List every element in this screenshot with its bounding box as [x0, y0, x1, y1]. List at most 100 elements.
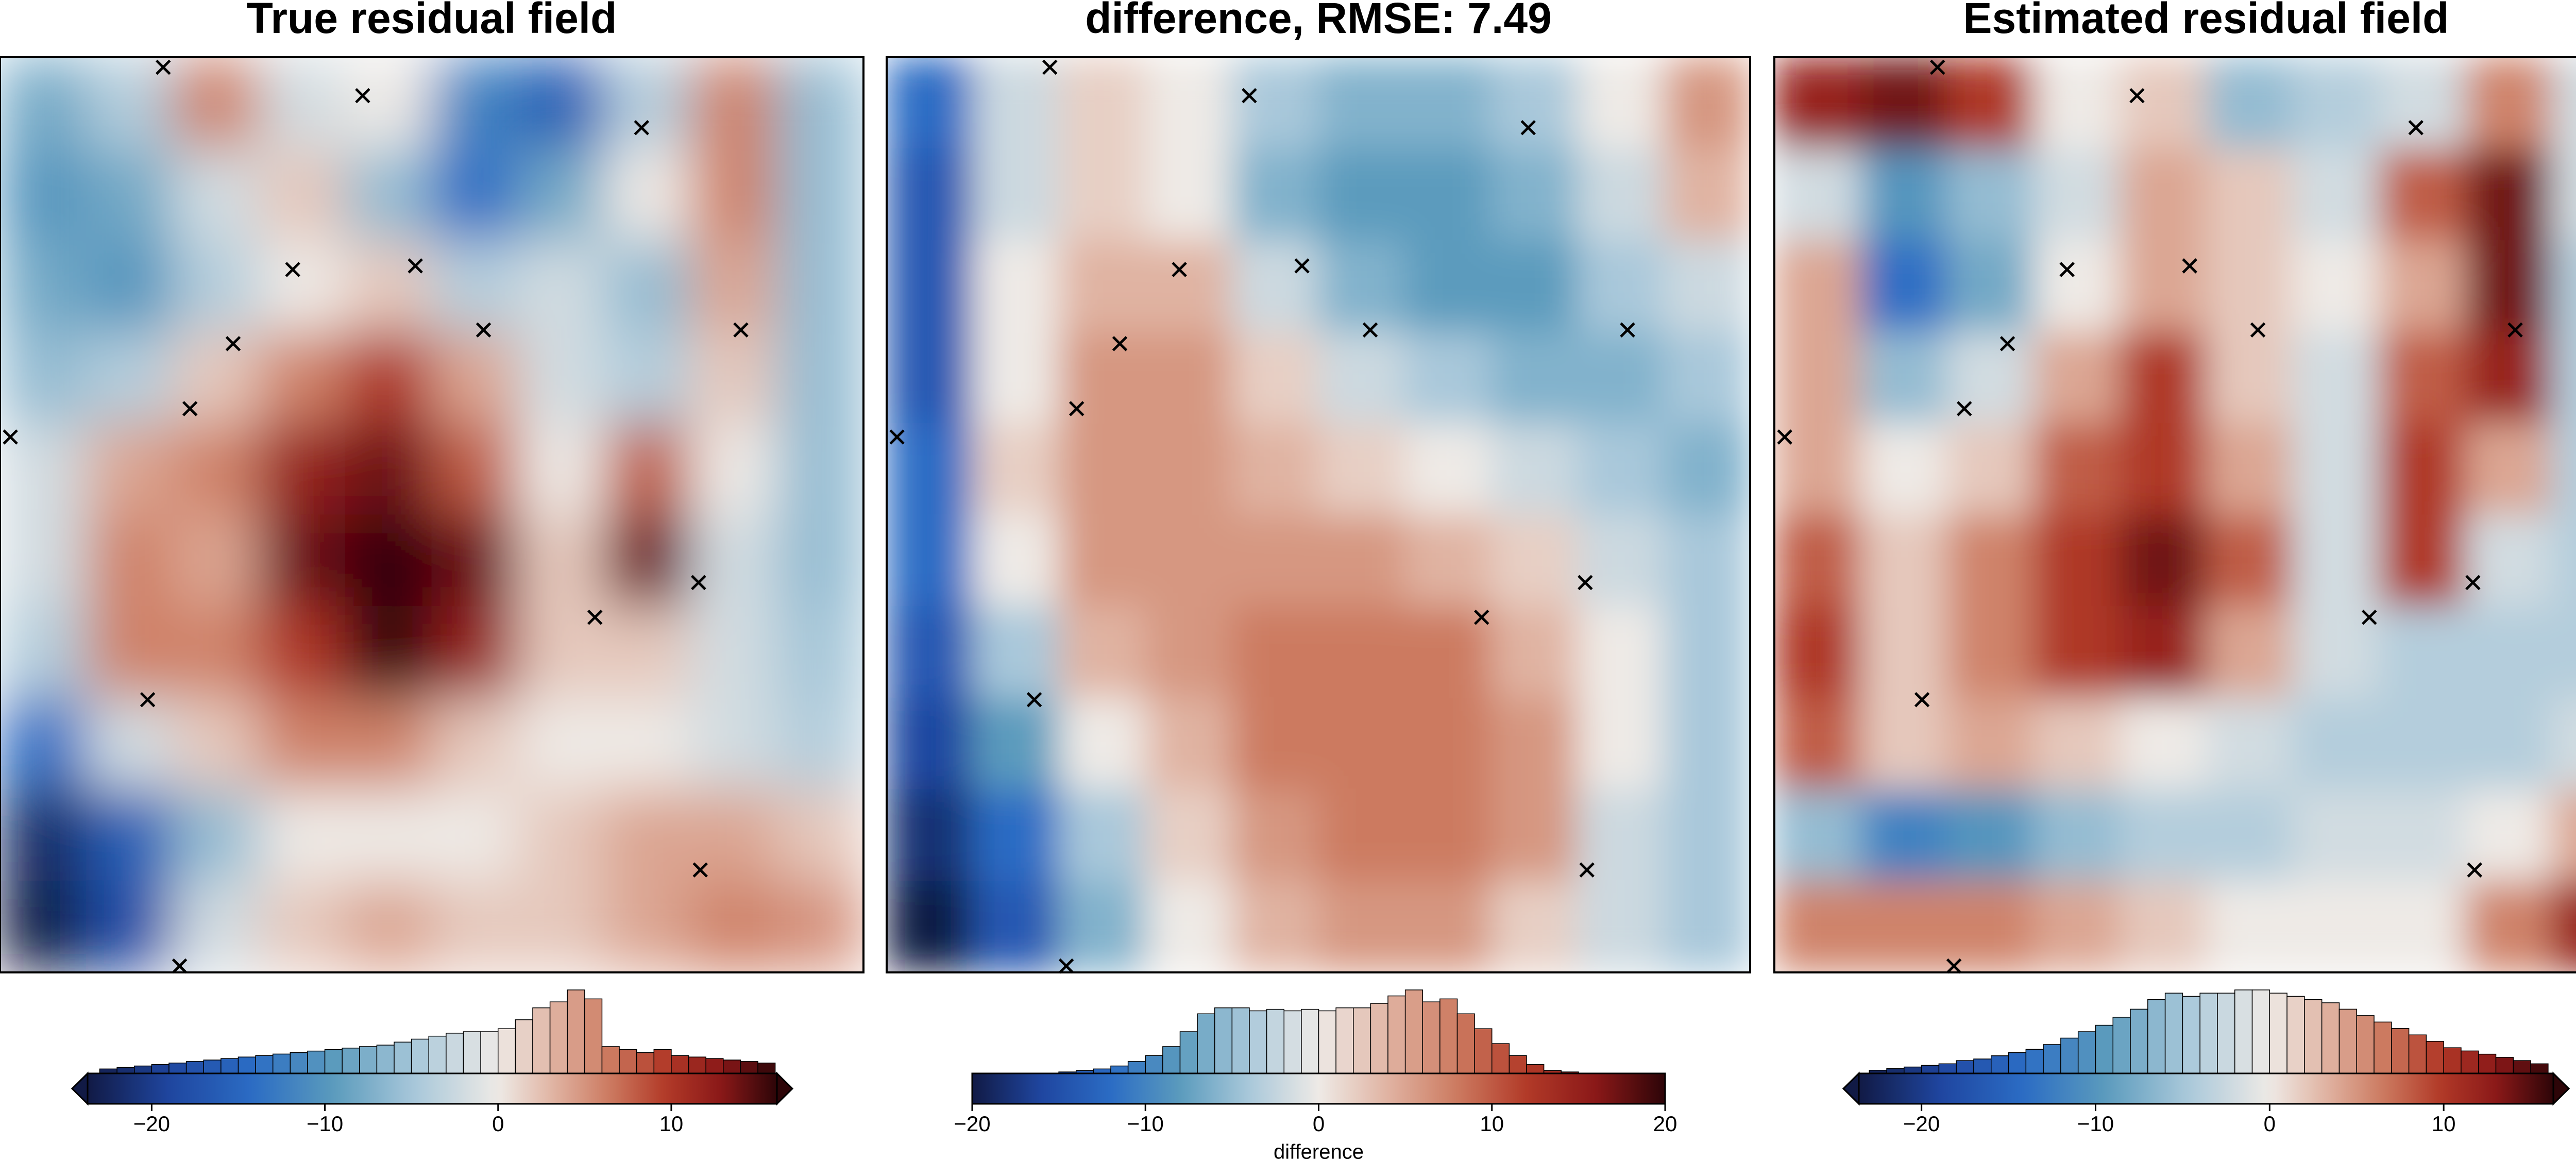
histogram-bar [1370, 1003, 1388, 1074]
heatmap-cell [1145, 57, 1232, 149]
heatmap-cell [0, 423, 87, 515]
heatmap-cell [172, 789, 260, 881]
heatmap-cell [518, 789, 605, 881]
heatmap [0, 57, 863, 972]
heatmap-cell [2378, 240, 2466, 332]
heatmap-cell [0, 606, 87, 698]
heatmap-cell [259, 331, 346, 424]
heatmap-cell [887, 148, 974, 241]
heatmap-cell [973, 606, 1060, 698]
heatmap-cell [973, 514, 1060, 607]
histogram-bar [2374, 1021, 2392, 1074]
heatmap-cell [1231, 697, 1319, 790]
heatmap-cell [1145, 514, 1232, 607]
point-marker [889, 429, 905, 445]
histogram-bar [671, 1055, 689, 1074]
heatmap-cell [2033, 880, 2120, 972]
point-marker [1473, 610, 1489, 625]
heatmap-cell [345, 789, 432, 881]
heatmap-cell [1318, 331, 1405, 424]
heatmap-cell [1404, 148, 1492, 241]
heatmap-cell [2033, 423, 2120, 515]
histogram-bar [636, 1052, 655, 1074]
heatmap-cell [1490, 606, 1578, 698]
histogram-bar [376, 1045, 395, 1074]
heatmap-clip [1774, 57, 2576, 972]
panel-title: True residual field [247, 0, 617, 42]
heatmap-cell [1946, 514, 2034, 607]
point-marker [1069, 401, 1084, 416]
heatmap-cell [1059, 423, 1146, 515]
histogram-bar [1956, 1060, 1974, 1074]
heatmap-cell [518, 514, 605, 607]
histogram-bar [1991, 1055, 2009, 1074]
heatmap-cell [345, 148, 432, 241]
heatmap-cell [431, 514, 519, 607]
histogram-bar [1283, 1010, 1302, 1074]
histogram-bar [134, 1065, 152, 1074]
heatmap-cell [1404, 423, 1492, 515]
histogram-bar [2060, 1037, 2079, 1074]
heatmap-cell [2551, 880, 2576, 972]
point-marker [1242, 88, 1257, 104]
heatmap-cell [1231, 57, 1319, 149]
histogram-bar [151, 1064, 170, 1074]
heatmap-cell [604, 331, 691, 424]
heatmap-cell [604, 57, 691, 149]
heatmap-cell [1404, 789, 1492, 881]
histogram-bar [1266, 1008, 1284, 1074]
heatmap-cell [0, 697, 87, 790]
colorbar-tick-label: 0 [2264, 1112, 2276, 1136]
heatmap-cell [973, 880, 1060, 972]
heatmap-cell [2465, 606, 2552, 698]
panel: difference, RMSE: 7.49 −20 −10 0 10 20 differe… [886, 0, 1751, 1160]
point-marker [2467, 862, 2483, 878]
histogram-bar [2356, 1015, 2375, 1074]
histogram-bar [497, 1028, 516, 1074]
heatmap-cell [1059, 606, 1146, 698]
heatmap-cell [2033, 331, 2120, 424]
heatmap-cell [1318, 423, 1405, 515]
point-marker [2129, 88, 2145, 104]
colorbar-tick-label: −20 [133, 1112, 170, 1136]
heatmap-cell [431, 331, 519, 424]
heatmap-cell [604, 606, 691, 698]
histogram-bar [116, 1067, 135, 1074]
heatmap-cell [1404, 57, 1492, 149]
heatmap-cell [973, 423, 1060, 515]
point-marker [2507, 322, 2523, 338]
point-marker [1172, 262, 1187, 277]
histogram-bar [290, 1052, 308, 1074]
heatmap-cell [1145, 331, 1232, 424]
heatmap-cell [1577, 423, 1664, 515]
histogram-bar [463, 1031, 481, 1074]
histogram-bar [2130, 1008, 2148, 1074]
heatmap-cell [86, 606, 173, 698]
heatmap-cell [1663, 240, 1750, 332]
heatmap-clip [0, 57, 863, 972]
heatmap-cell [0, 331, 87, 424]
histogram-bar [549, 1001, 568, 1074]
histogram-bar [2043, 1044, 2061, 1074]
heatmap-cell [172, 697, 260, 790]
heatmap-cell [690, 514, 777, 607]
heatmap-cell [518, 57, 605, 149]
heatmap-cell [1577, 697, 1664, 790]
point-marker [2059, 262, 2075, 277]
heatmap-cell [1577, 514, 1664, 607]
heatmap-cell [2465, 514, 2552, 607]
heatmap-cell [887, 57, 974, 149]
heatmap-cell [887, 880, 974, 972]
heatmap-cell [1231, 606, 1319, 698]
heatmap-cell [1231, 514, 1319, 607]
heatmap-cell [259, 240, 346, 332]
point-marker [285, 262, 300, 277]
heatmap-cell [1774, 240, 1861, 332]
heatmap-cell [1774, 789, 1861, 881]
heatmap-clip [887, 57, 1750, 972]
heatmap-cell [1145, 697, 1232, 790]
heatmap-cell [518, 148, 605, 241]
heatmap-cell [2206, 880, 2293, 972]
heatmap-cell [1404, 240, 1492, 332]
